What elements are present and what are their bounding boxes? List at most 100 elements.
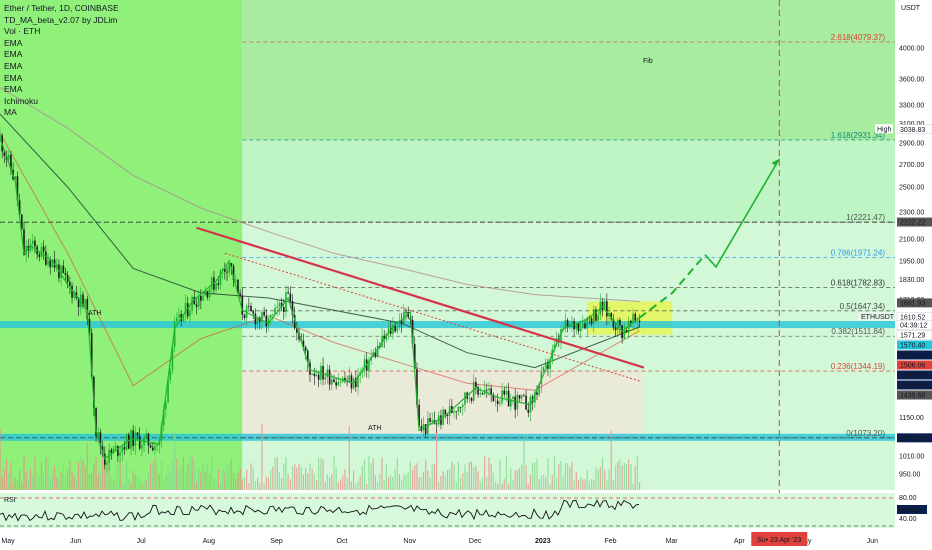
candle-body [156,445,158,446]
volume-bar [385,464,387,490]
volume-bar [473,467,475,490]
candle-body [485,389,488,391]
candle-body [577,323,580,332]
price-badge-6 [897,340,932,350]
volume-bar [93,463,95,490]
candle-body [494,400,497,402]
volume-bar [163,482,165,490]
volume-bar [462,473,464,490]
candle-body [130,430,132,449]
projection-line [704,158,780,269]
volume-bar [270,470,272,490]
volume-bar [167,467,169,490]
fib-label-2: 1(2221.47) [846,213,885,222]
volume-bar [77,462,80,490]
candle-body [97,432,100,437]
volume-bar [143,481,145,490]
volume-bar [154,457,156,490]
candle-body [285,292,287,313]
volume-bar [84,466,86,490]
candle-body [206,290,209,298]
volume-bar [40,462,43,490]
candle-body [461,404,464,408]
candle-body [119,452,121,456]
candle-body [269,314,272,318]
indicator-td-ma[interactable]: TD_MA_beta_v2.07 by JDLim [4,14,118,25]
price-badge-text-11: 1439.68 [900,393,925,400]
candle-body [66,274,69,282]
volume-bars [0,423,641,490]
price-tick-1: 3600.00 [899,77,924,84]
volume-bar [355,483,357,490]
candle-body [221,268,224,271]
candle-body [276,306,279,308]
volume-bar [586,470,588,490]
candle-body [614,327,617,331]
volume-bar [86,443,88,490]
volume-bar [265,476,267,490]
volume-bar [372,458,374,490]
volume-bar [246,469,248,490]
candle-body [411,319,414,345]
indicator-ma[interactable]: MA [4,107,17,118]
volume-bar [392,476,394,490]
price-tick-10: 1830.00 [899,277,924,284]
candle-body [23,229,25,255]
volume-bar [536,458,538,490]
volume-bar [178,470,180,490]
volume-bar [599,467,601,490]
volume-bar [141,483,143,490]
indicator-ema-2[interactable]: EMA [4,49,23,60]
indicator-volume[interactable]: Vol · ETH [4,26,41,37]
volume-bar [150,462,152,490]
candle-body [634,313,637,322]
bg-zone-mid [242,139,895,223]
volume-bar [195,481,198,490]
candle-body [149,445,152,448]
indicator-ema-3[interactable]: EMA [4,60,23,71]
volume-bar [425,459,427,490]
volume-bar [123,483,126,490]
volume-bar [182,456,184,490]
price-axis [895,0,932,550]
volume-bar [117,459,119,490]
rsi-line [0,499,640,522]
volume-bar [318,458,320,490]
price-badge-text-7: 1511.84 [900,353,925,360]
volume-bar [418,476,420,490]
volume-bar [263,483,265,490]
candle-body [459,406,462,408]
candle-body [568,323,571,327]
indicator-ema-5[interactable]: EMA [4,84,23,95]
candle-body [584,323,586,329]
volume-bar [198,468,200,490]
candle-body [571,321,573,324]
candle-body [90,332,93,377]
volume-bar [335,466,337,490]
candle-body [86,299,89,320]
indicator-ichimoku[interactable]: Ichimoku [4,95,39,106]
symbol-tag-text: ETHUSDT [861,314,895,321]
volume-bar [575,471,577,490]
volume-bar [313,473,315,490]
projection-arrowhead [771,158,780,166]
volume-bar [547,458,549,490]
candle-body [523,395,525,397]
volume-bar [617,461,619,490]
indicator-ema-1[interactable]: EMA [4,37,23,48]
volume-bar [374,475,377,490]
time-tick-13: Jun [867,538,878,545]
volume-bar [252,468,254,490]
candle-body [475,381,477,388]
volume-bar [110,476,112,490]
price-badge-text-2: 1691.93 [900,300,925,307]
candle-body [396,326,399,332]
volume-bar [165,475,167,490]
volume-bar [147,472,150,490]
fib-label-3: 0.786(1971.24) [831,249,886,258]
symbol-title[interactable]: Ether / Tether, 1D, COINBASE [4,3,119,13]
indicator-ema-4[interactable]: EMA [4,72,23,83]
candle-body [507,390,510,407]
